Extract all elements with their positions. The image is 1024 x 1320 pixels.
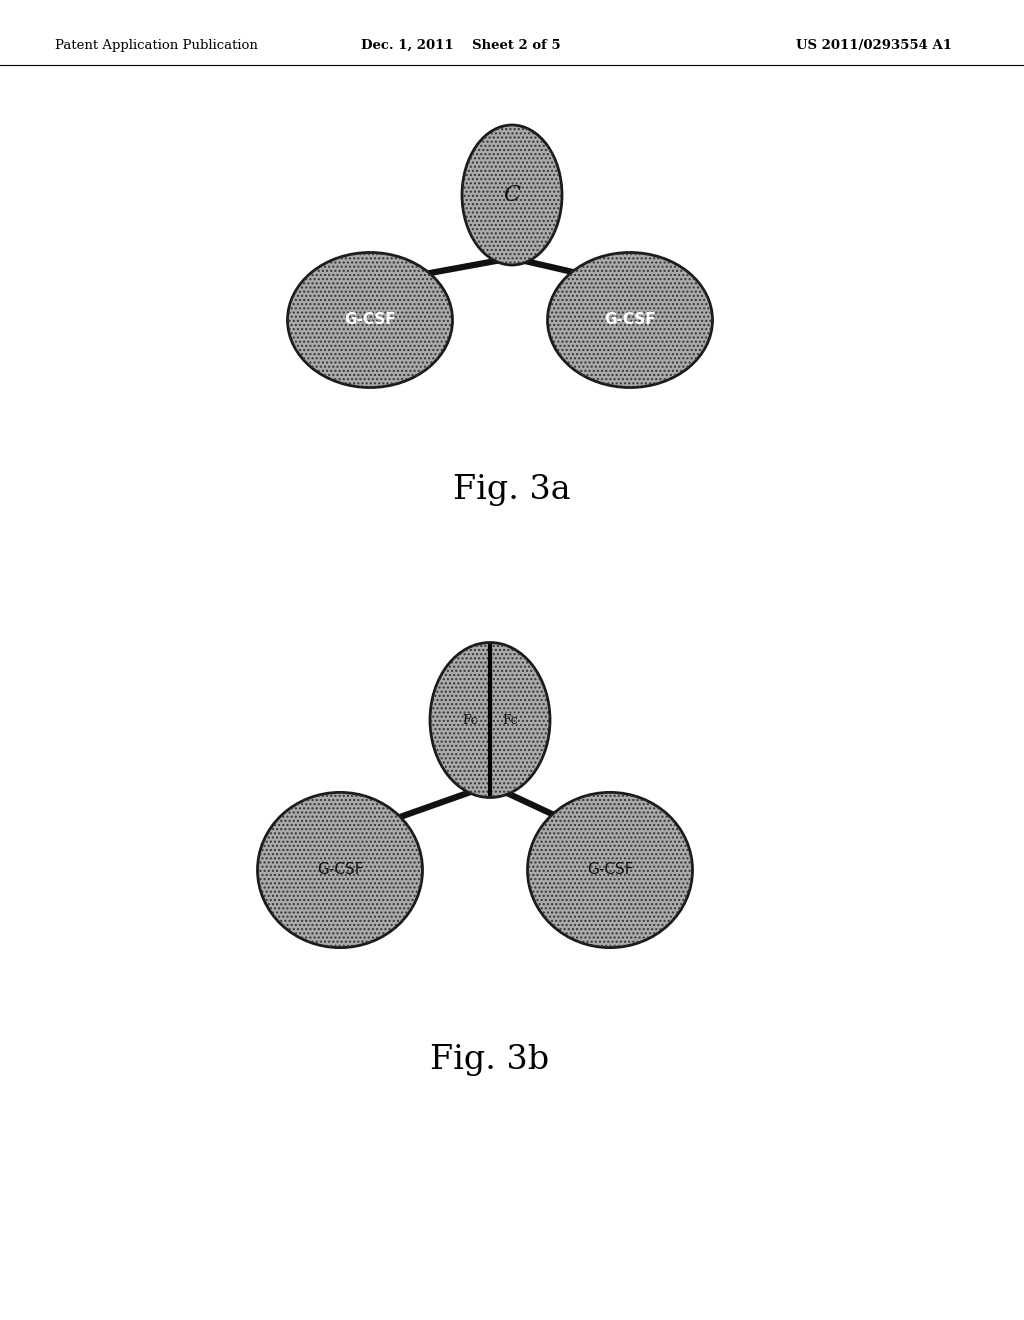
Ellipse shape — [430, 643, 550, 797]
Ellipse shape — [288, 252, 453, 388]
Ellipse shape — [257, 792, 423, 948]
Text: G-CSF: G-CSF — [316, 862, 364, 878]
Ellipse shape — [462, 125, 562, 265]
Text: C: C — [504, 183, 520, 206]
Ellipse shape — [527, 792, 692, 948]
Text: Fig. 3a: Fig. 3a — [454, 474, 570, 506]
Text: Dec. 1, 2011    Sheet 2 of 5: Dec. 1, 2011 Sheet 2 of 5 — [361, 38, 560, 51]
Text: Fc: Fc — [503, 714, 518, 726]
Text: US 2011/0293554 A1: US 2011/0293554 A1 — [797, 38, 952, 51]
Text: G-CSF: G-CSF — [344, 313, 396, 327]
Text: Fc: Fc — [462, 714, 477, 726]
Text: Fig. 3b: Fig. 3b — [430, 1044, 550, 1076]
Text: Patent Application Publication: Patent Application Publication — [55, 38, 258, 51]
Text: G-CSF: G-CSF — [587, 862, 633, 878]
Text: G-CSF: G-CSF — [604, 313, 655, 327]
Ellipse shape — [548, 252, 713, 388]
